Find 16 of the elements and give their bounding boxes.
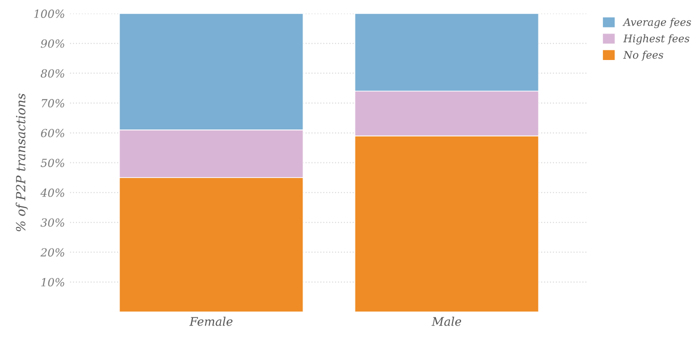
y-tick-label: 60%: [40, 128, 64, 138]
legend-label: Average fees: [622, 18, 692, 28]
y-tick-label: 40%: [40, 188, 64, 197]
y-tick-label: 100%: [34, 10, 64, 18]
y-tick-label: 10%: [41, 278, 64, 286]
x-tick-label: Male: [432, 316, 462, 326]
y-tick-label: 70%: [42, 99, 64, 108]
y-tick-label: 90%: [40, 39, 64, 48]
legend-label: No fees: [623, 50, 664, 61]
legend-label: Highest fees: [623, 34, 690, 45]
y-tick-label: 50%: [40, 158, 64, 168]
y-tick-label: 20%: [40, 248, 64, 257]
y-tick-label: 30%: [40, 218, 64, 227]
y-axis-title: % of P2P transactions: [16, 94, 28, 232]
y-tick-label: 80%: [40, 69, 64, 78]
x-tick-label: Female: [189, 316, 232, 326]
